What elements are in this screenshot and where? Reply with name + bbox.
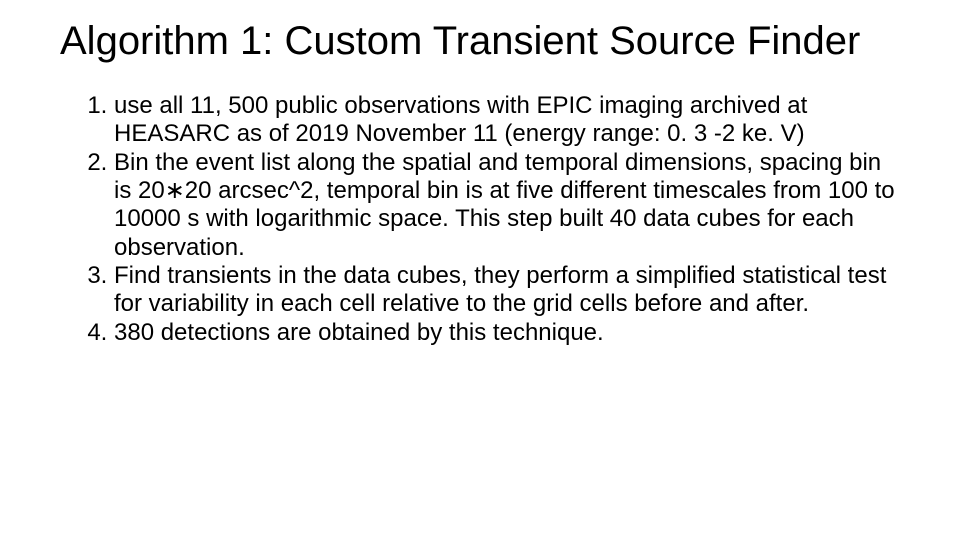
list-item: Bin the event list along the spatial and… (114, 149, 900, 262)
slide-title: Algorithm 1: Custom Transient Source Fin… (60, 18, 900, 64)
steps-list: use all 11, 500 public observations with… (60, 92, 900, 347)
list-item: 380 detections are obtained by this tech… (114, 319, 900, 347)
list-item: use all 11, 500 public observations with… (114, 92, 900, 149)
list-item: Find transients in the data cubes, they … (114, 262, 900, 319)
slide: Algorithm 1: Custom Transient Source Fin… (0, 0, 960, 540)
